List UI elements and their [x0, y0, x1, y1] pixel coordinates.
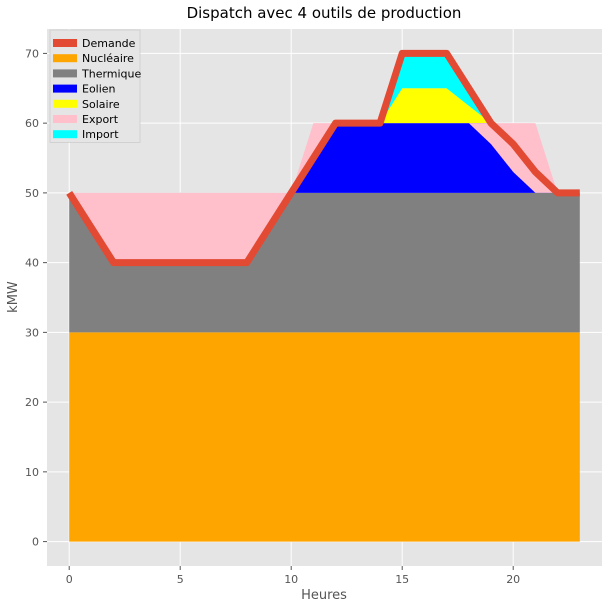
y-tick-label: 0: [32, 536, 39, 549]
legend-label: Solaire: [82, 98, 120, 111]
area-layers: [69, 53, 580, 542]
y-tick-label: 40: [25, 257, 39, 270]
legend-label: Export: [82, 113, 119, 126]
y-tick-label: 30: [25, 326, 39, 339]
area-eolien: [69, 123, 580, 193]
area-export: [69, 123, 580, 263]
y-ticks: 0 10 20 30 40 50 60 70: [25, 47, 47, 549]
y-tick-label: 60: [25, 117, 39, 130]
legend-item-thermique: Thermique: [53, 67, 142, 80]
legend-swatch: [53, 69, 77, 78]
x-ticks: 0 5 10 15 20: [66, 566, 520, 586]
legend-item-demande: Demande: [53, 37, 136, 50]
area-solaire: [69, 88, 580, 193]
x-tick-label: 20: [506, 573, 520, 586]
legend-swatch: [53, 54, 77, 63]
legend-label: Eolien: [82, 83, 116, 96]
legend-item-eolien: Eolien: [53, 83, 116, 96]
demand-line-group: [66, 49, 580, 267]
legend-item-import: Import: [53, 128, 119, 141]
demand-line: [66, 49, 580, 267]
y-tick-label: 10: [25, 466, 39, 479]
legend-item-solaire: Solaire: [53, 98, 120, 111]
y-axis-label: kMW: [6, 281, 21, 313]
area-nucleaire: [69, 332, 580, 542]
y-tick-label: 50: [25, 187, 39, 200]
area-import: [69, 53, 580, 193]
legend-label: Thermique: [81, 67, 142, 80]
legend-swatch: [53, 39, 77, 47]
legend-item-nucleaire: Nucléaire: [53, 52, 134, 65]
legend-label: Demande: [82, 37, 136, 50]
chart-title: Dispatch avec 4 outils de production: [187, 4, 462, 22]
legend: Demande Nucléaire Thermique Eolien Solaire Ex…: [49, 29, 142, 143]
x-tick-label: 0: [66, 573, 73, 586]
x-tick-label: 5: [177, 573, 184, 586]
x-tick-label: 15: [395, 573, 409, 586]
y-tick-label: 20: [25, 396, 39, 409]
legend-swatch: [53, 99, 77, 108]
x-axis-label: Heures: [301, 588, 347, 603]
legend-label: Nucléaire: [82, 52, 134, 65]
legend-swatch: [53, 115, 77, 123]
legend-swatch: [53, 84, 77, 93]
x-tick-label: 10: [284, 573, 298, 586]
legend-label: Import: [82, 128, 119, 141]
legend-swatch: [53, 130, 77, 139]
legend-item-export: Export: [53, 113, 119, 126]
y-tick-label: 70: [25, 47, 39, 60]
